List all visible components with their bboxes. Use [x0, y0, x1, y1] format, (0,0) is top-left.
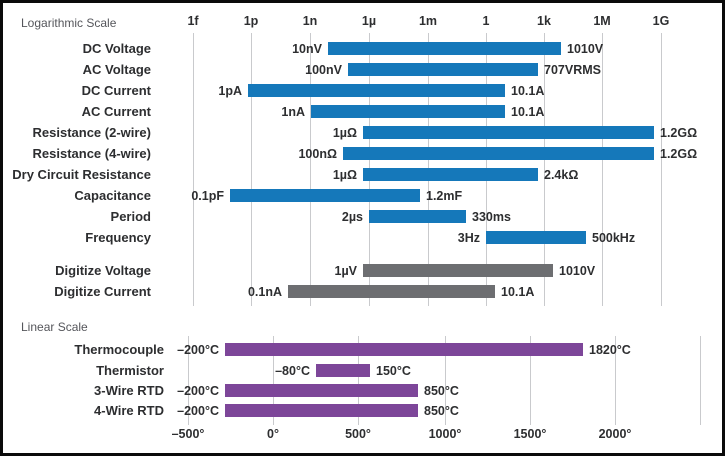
gridline: [615, 336, 616, 425]
range-max-label: 1.2GΩ: [660, 126, 698, 140]
range-min-label: –200°C: [177, 343, 219, 357]
gridline: [530, 336, 531, 425]
range-min-label: 3Hz: [457, 231, 480, 245]
axis-tick-label: 1m: [418, 14, 438, 28]
axis-tick-label: –500°: [171, 427, 205, 441]
range-min-label: 100nΩ: [298, 147, 337, 161]
row-label: Period: [110, 209, 151, 224]
gridline: [661, 33, 662, 306]
axis-tick-label: 0°: [267, 427, 279, 441]
range-bar: [369, 210, 466, 223]
row-label: Resistance (4-wire): [32, 146, 152, 161]
range-min-label: 1pA: [218, 84, 242, 98]
range-max-label: 10.1A: [501, 285, 535, 299]
range-max-label: 1010V: [559, 264, 596, 278]
range-bar: [486, 231, 586, 244]
gridline: [358, 336, 359, 425]
row-label: 4-Wire RTD: [94, 403, 164, 418]
range-min-label: 1µV: [334, 264, 358, 278]
range-max-label: 1820°C: [589, 343, 631, 357]
range-bar: [288, 285, 495, 298]
range-max-label: 150°C: [376, 364, 411, 378]
range-min-label: 0.1pF: [191, 189, 224, 203]
range-bar: [311, 105, 505, 118]
range-bar: [230, 189, 420, 202]
axis-tick-label: 1G: [652, 14, 670, 28]
row-label: Thermistor: [96, 363, 164, 378]
gridline: [445, 336, 446, 425]
row-label: DC Voltage: [82, 41, 151, 56]
row-label: Dry Circuit Resistance: [12, 167, 151, 182]
range-max-label: 707VRMS: [544, 63, 601, 77]
axis-tick-label: 1000°: [428, 427, 462, 441]
row-label: 3-Wire RTD: [94, 383, 164, 398]
gridline: [544, 33, 545, 306]
range-max-label: 500kHz: [592, 231, 636, 245]
row-label: Digitize Voltage: [55, 263, 151, 278]
range-max-label: 330ms: [472, 210, 511, 224]
range-bar: [316, 364, 370, 377]
range-bar: [225, 404, 418, 417]
row-label: Thermocouple: [74, 342, 164, 357]
axis-tick-label: 1k: [537, 14, 551, 28]
range-bar: [328, 42, 561, 55]
range-bar: [363, 168, 538, 181]
range-bar: [363, 126, 654, 139]
range-max-label: 2.4kΩ: [544, 168, 579, 182]
axis-tick-label: 2000°: [598, 427, 632, 441]
row-label: Capacitance: [74, 188, 151, 203]
axis-tick-label: 500°: [345, 427, 371, 441]
range-min-label: 1nA: [281, 105, 305, 119]
gridline: [251, 33, 252, 306]
gridline: [188, 336, 189, 425]
range-max-label: 1.2GΩ: [660, 147, 698, 161]
range-max-label: 10.1A: [511, 84, 545, 98]
range-max-label: 850°C: [424, 384, 459, 398]
range-max-label: 850°C: [424, 404, 459, 418]
range-min-label: 100nV: [305, 63, 342, 77]
gridline: [602, 33, 603, 306]
range-min-label: 2µs: [341, 210, 363, 224]
range-min-label: 0.1nA: [247, 285, 282, 299]
gridline: [700, 336, 701, 425]
axis-tick-label: 1p: [243, 14, 259, 28]
axis-tick-label: 1M: [593, 14, 611, 28]
row-label: Digitize Current: [54, 284, 151, 299]
axis-tick-label: 1n: [302, 14, 318, 28]
axis-tick-label: 1µ: [361, 14, 377, 28]
gridline: [273, 336, 274, 425]
range-bar: [348, 63, 538, 76]
range-bar: [225, 343, 583, 356]
range-min-label: 1µΩ: [332, 126, 357, 140]
axis-tick-label: 1f: [187, 14, 199, 28]
row-label: Resistance (2-wire): [32, 125, 152, 140]
range-max-label: 1010V: [567, 42, 604, 56]
range-bar: [343, 147, 654, 160]
axis-tick-label: 1: [482, 14, 490, 28]
logarithmic-scale-title: Logarithmic Scale: [21, 16, 117, 30]
range-min-label: 1µΩ: [332, 168, 357, 182]
axis-tick-label: 1500°: [513, 427, 547, 441]
range-bar: [363, 264, 553, 277]
range-min-label: 10nV: [292, 42, 322, 56]
row-label: DC Current: [81, 83, 151, 98]
row-label: AC Voltage: [82, 62, 151, 77]
range-bar: [248, 84, 505, 97]
row-label: AC Current: [81, 104, 151, 119]
range-bar: [225, 384, 418, 397]
range-min-label: –200°C: [177, 384, 219, 398]
gridline: [310, 33, 311, 306]
range-min-label: –80°C: [275, 364, 310, 378]
range-max-label: 1.2mF: [426, 189, 463, 203]
row-label: Frequency: [85, 230, 151, 245]
gridline: [193, 33, 194, 306]
range-min-label: –200°C: [177, 404, 219, 418]
range-max-label: 10.1A: [511, 105, 545, 119]
chart-plot-area: 1f 1p 1n 1µ 1m 1 1k 1M 1G DC Voltage 10nV 1010V AC V…: [3, 3, 722, 453]
linear-scale-title: Linear Scale: [21, 320, 88, 334]
